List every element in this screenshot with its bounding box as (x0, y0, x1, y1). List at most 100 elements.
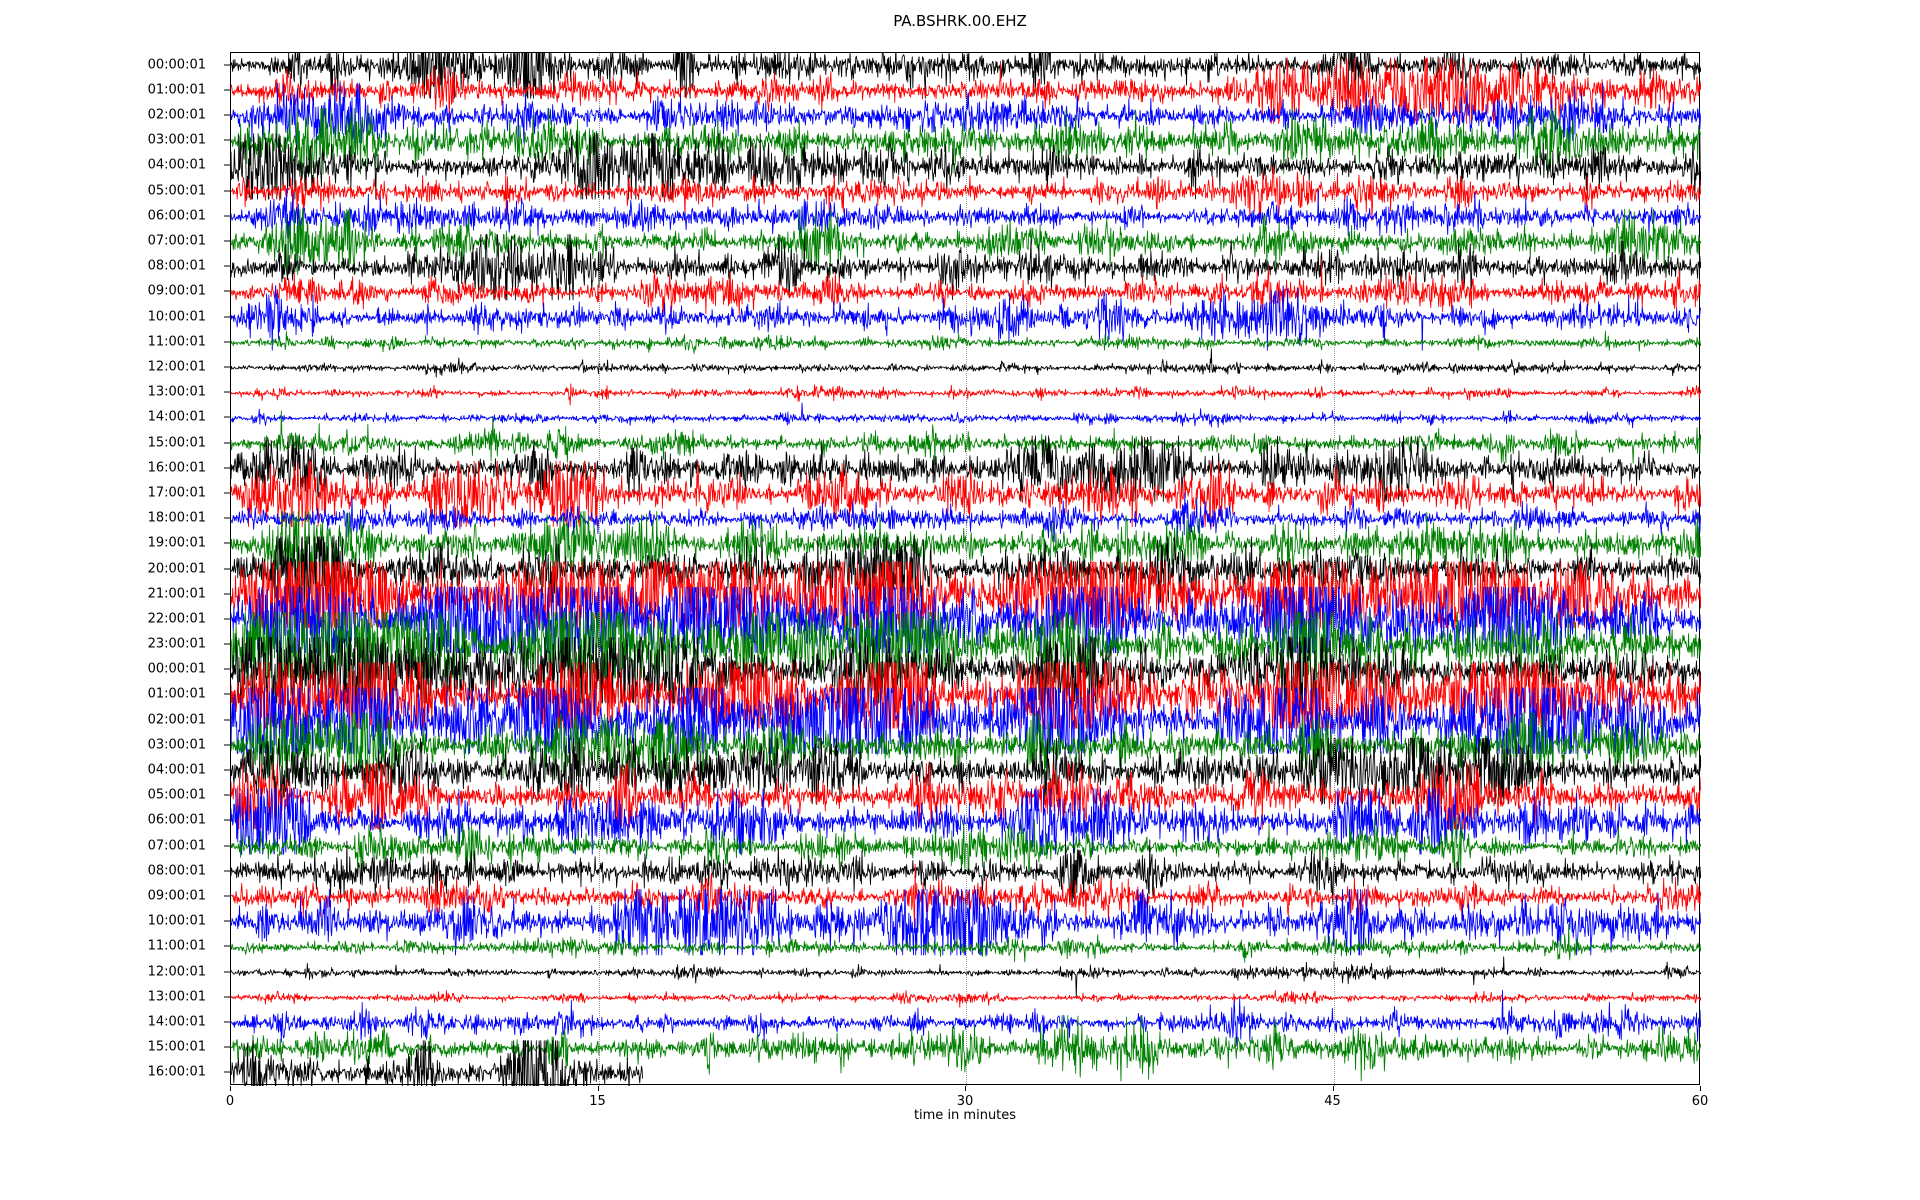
y-tick-mark (224, 139, 230, 141)
y-tick-mark (224, 719, 230, 721)
y-tick-label: 05:00:01 (147, 787, 206, 803)
y-tick-mark (224, 870, 230, 872)
y-tick-label: 23:00:01 (147, 636, 206, 652)
x-tick-label: 60 (1691, 1094, 1709, 1109)
y-tick-mark (224, 542, 230, 544)
waveform-trace (231, 1040, 644, 1086)
y-tick-label: 08:00:01 (147, 863, 206, 879)
y-tick-label: 14:00:01 (147, 409, 206, 425)
y-tick-label: 02:00:01 (147, 712, 206, 728)
y-tick-label: 00:00:01 (147, 661, 206, 677)
y-tick-mark (224, 366, 230, 368)
y-tick-label: 16:00:01 (147, 1064, 206, 1080)
y-tick-mark (224, 64, 230, 66)
y-tick-label: 07:00:01 (147, 233, 206, 249)
y-axis-tick-labels: 00:00:01 01:00:01 02:00:01 03:00:01 04:00:01… (0, 52, 230, 1085)
y-tick-label: 18:00:01 (147, 510, 206, 526)
y-tick-mark (224, 316, 230, 318)
y-tick-label: 06:00:01 (147, 812, 206, 828)
y-tick-label: 12:00:01 (147, 964, 206, 980)
y-tick-label: 03:00:01 (147, 737, 206, 753)
y-tick-label: 15:00:01 (147, 1039, 206, 1055)
y-tick-mark (224, 895, 230, 897)
y-tick-label: 15:00:01 (147, 435, 206, 451)
y-tick-mark (224, 618, 230, 620)
x-tick-label: 30 (956, 1094, 974, 1109)
y-tick-mark (224, 290, 230, 292)
y-tick-mark (224, 819, 230, 821)
y-tick-label: 04:00:01 (147, 762, 206, 778)
y-tick-mark (224, 341, 230, 343)
gridline-vertical (598, 53, 600, 1086)
x-tick-mark (597, 1086, 599, 1091)
y-tick-label: 10:00:01 (147, 309, 206, 325)
y-tick-mark (224, 1046, 230, 1048)
y-tick-label: 12:00:01 (147, 359, 206, 375)
y-tick-mark (224, 996, 230, 998)
y-tick-label: 22:00:01 (147, 611, 206, 627)
x-tick-mark (1332, 1086, 1334, 1091)
y-tick-label: 02:00:01 (147, 107, 206, 123)
y-tick-label: 19:00:01 (147, 535, 206, 551)
y-tick-mark (224, 467, 230, 469)
y-tick-label: 08:00:01 (147, 258, 206, 274)
y-tick-label: 11:00:01 (147, 938, 206, 954)
y-tick-mark (224, 643, 230, 645)
y-tick-mark (224, 845, 230, 847)
x-tick-mark (230, 1086, 231, 1091)
y-tick-mark (224, 240, 230, 242)
y-tick-label: 09:00:01 (147, 283, 206, 299)
y-tick-label: 21:00:01 (147, 586, 206, 602)
y-tick-label: 11:00:01 (147, 334, 206, 350)
y-tick-mark (224, 1021, 230, 1023)
x-axis-title: time in minutes (913, 1108, 1017, 1123)
y-tick-label: 10:00:01 (147, 913, 206, 929)
x-tick-label: 0 (225, 1094, 235, 1109)
y-tick-label: 04:00:01 (147, 157, 206, 173)
x-tick-label: 45 (1324, 1094, 1341, 1109)
y-tick-mark (224, 971, 230, 973)
y-tick-label: 14:00:01 (147, 1014, 206, 1030)
y-tick-mark (224, 945, 230, 947)
y-tick-label: 05:00:01 (147, 183, 206, 199)
x-tick-mark (965, 1086, 966, 1091)
y-tick-label: 20:00:01 (147, 561, 206, 576)
plot-axes (230, 52, 1701, 1086)
y-tick-label: 07:00:01 (147, 838, 206, 854)
y-tick-mark (224, 164, 230, 166)
page-title: PA.BSHRK.00.EHZ (893, 12, 1027, 30)
y-tick-mark (224, 215, 230, 217)
y-tick-label: 16:00:01 (147, 460, 206, 476)
y-tick-mark (224, 517, 230, 519)
gridline-vertical (966, 53, 967, 1086)
y-tick-mark (224, 1071, 230, 1073)
y-tick-mark (224, 190, 230, 192)
x-tick-mark (1700, 1086, 1701, 1091)
y-tick-label: 13:00:01 (147, 989, 206, 1005)
y-tick-label: 00:00:01 (147, 57, 206, 73)
y-tick-mark (224, 416, 230, 418)
x-tick-label: 15 (589, 1094, 606, 1109)
y-tick-label: 09:00:01 (147, 888, 206, 904)
y-tick-mark (224, 794, 230, 796)
y-tick-label: 13:00:01 (147, 384, 206, 400)
y-tick-label: 01:00:01 (147, 82, 206, 98)
y-tick-mark (224, 492, 230, 494)
y-tick-mark (224, 693, 230, 695)
x-axis-tick-labels: 0 15 30 45 60 (0, 1086, 1920, 1126)
y-tick-mark (224, 442, 230, 444)
y-tick-mark (224, 769, 230, 771)
y-tick-label: 17:00:01 (147, 485, 206, 501)
y-tick-label: 06:00:01 (147, 208, 206, 224)
y-tick-mark (224, 391, 230, 393)
y-tick-mark (224, 89, 230, 91)
y-tick-mark (224, 114, 230, 116)
y-tick-mark (224, 593, 230, 595)
y-tick-mark (224, 920, 230, 922)
y-tick-label: 01:00:01 (147, 686, 206, 702)
y-tick-mark (224, 568, 230, 569)
y-tick-mark (224, 265, 230, 267)
y-tick-mark (224, 668, 230, 670)
y-tick-mark (224, 744, 230, 746)
